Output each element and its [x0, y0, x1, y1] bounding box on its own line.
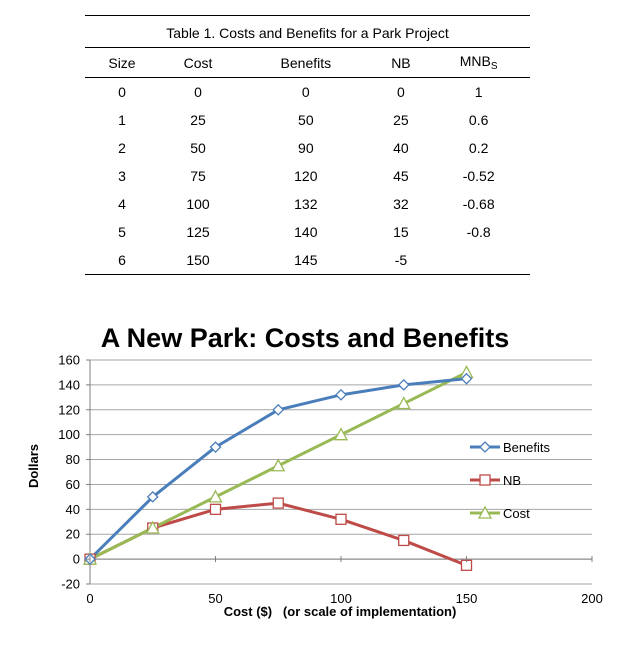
y-tick-label: 140	[58, 377, 80, 392]
table-cell: 6	[85, 246, 159, 275]
table-cell: 90	[298, 140, 314, 156]
table-cell: 0	[194, 84, 202, 100]
header-benefits: Benefits	[237, 48, 375, 78]
x-tick-label: 200	[581, 591, 603, 606]
data-point-nb	[398, 534, 410, 547]
table-cell: 40	[393, 140, 409, 156]
table-cell: -0.68	[462, 196, 495, 212]
table-cell: 125	[186, 224, 210, 240]
x-tick-label: 100	[330, 591, 352, 606]
y-tick-label: 160	[58, 353, 80, 368]
data-point-benefits	[272, 403, 285, 416]
table-cell: 145	[237, 246, 375, 275]
y-tick-label: 120	[58, 402, 80, 417]
y-axis-label: Dollars	[26, 444, 41, 488]
table-caption: Table 1. Costs and Benefits for a Park P…	[85, 15, 530, 48]
table-cell: 3	[118, 168, 126, 184]
y-tick-label: 40	[66, 502, 80, 517]
header-nb: NB	[374, 48, 428, 78]
chart-legend: Benefits NB Cost	[470, 440, 550, 521]
legend-label-benefits: Benefits	[503, 440, 550, 455]
y-tick-label: 20	[66, 527, 80, 542]
data-point-benefits	[460, 372, 473, 385]
x-axis-label: Cost ($) (or scale of implementation)	[224, 604, 457, 619]
table-cell: 0	[397, 84, 405, 100]
table-cell: 0.6	[468, 112, 489, 128]
y-tick-label: 60	[66, 477, 80, 492]
header-mnbs: MNBS	[427, 48, 530, 78]
data-point-cost	[145, 520, 160, 534]
data-point-benefits	[146, 490, 159, 503]
table-cell: 45	[393, 168, 409, 184]
header-mnb-text: MNB	[459, 53, 491, 69]
table-row: 0 0 0 0 1	[85, 78, 530, 107]
data-point-nb	[335, 513, 347, 525]
table-row: 3 75 120 45 -0.52	[85, 162, 530, 190]
legend-marker-nb	[479, 474, 491, 486]
y-tick-label: 80	[66, 452, 80, 467]
table-cell: 25	[190, 112, 206, 128]
data-point-cost	[333, 427, 349, 441]
table-cell: 140	[294, 224, 318, 240]
table-cell: 120	[294, 168, 318, 184]
data-point-benefits	[335, 388, 347, 401]
table-cell: 32	[393, 196, 409, 212]
table-cell: 50	[190, 140, 206, 156]
data-point-cost	[271, 458, 286, 472]
chart-title: A New Park: Costs and Benefits	[101, 323, 510, 353]
table-row: 5 125 140 15 -0.8	[85, 218, 530, 246]
park-chart: A New Park: Costs and Benefits -20 0 20 40 6…	[26, 323, 603, 619]
table-cell: 0.2	[468, 140, 489, 156]
table-cell: -0.8	[466, 224, 491, 240]
legend-label-cost: Cost	[503, 506, 530, 521]
data-point-nb	[272, 497, 284, 509]
table-cell: -5	[374, 246, 428, 275]
legend-marker-cost	[477, 505, 493, 519]
costs-benefits-table: Table 1. Costs and Benefits for a Park P…	[85, 15, 530, 275]
table-row: 4 100 132 32 -0.68	[85, 190, 530, 218]
x-tick-label: 50	[208, 591, 222, 606]
header-cost: Cost	[158, 48, 238, 78]
table-cell: 25	[393, 112, 409, 128]
table-cell: 0	[118, 84, 126, 100]
data-point-benefits	[209, 441, 222, 454]
table-cell: 1	[118, 112, 126, 128]
legend-marker-benefits	[479, 441, 491, 453]
table-cell: 100	[186, 196, 210, 212]
header-size: Size	[85, 48, 159, 78]
table-cell: 0	[301, 84, 310, 100]
table-cell: 1	[474, 84, 483, 100]
legend-label-nb: NB	[503, 473, 521, 488]
table-cell: 15	[393, 224, 409, 240]
table-cell: 150	[158, 246, 238, 275]
table-cell: 75	[190, 168, 206, 184]
data-point-cost	[208, 489, 223, 503]
x-tick-label: 0	[86, 591, 93, 606]
table-cell	[427, 246, 530, 275]
header-mnb-subscript: S	[490, 61, 498, 72]
table-cell: 132	[294, 196, 318, 212]
table-cell: 5	[118, 224, 126, 240]
table-row: 1 25 50 25 0.6	[85, 106, 530, 134]
table-cell: -0.52	[462, 168, 495, 184]
y-tick-label: 100	[58, 427, 80, 442]
data-point-benefits	[397, 378, 410, 391]
table-cell: 2	[118, 140, 126, 156]
data-point-nb	[209, 503, 222, 515]
y-tick-label: 0	[73, 552, 80, 567]
table-cell: 4	[118, 196, 126, 212]
table-cell: 50	[298, 112, 314, 128]
x-tick-label: 150	[456, 591, 478, 606]
y-tick-label: -20	[61, 577, 80, 592]
data-point-cost	[396, 396, 411, 410]
table-row: 6 150 145 -5	[85, 246, 530, 275]
table-row: 2 50 90 40 0.2	[85, 134, 530, 162]
table-header-row: Size Cost Benefits NB MNBS	[85, 48, 530, 78]
